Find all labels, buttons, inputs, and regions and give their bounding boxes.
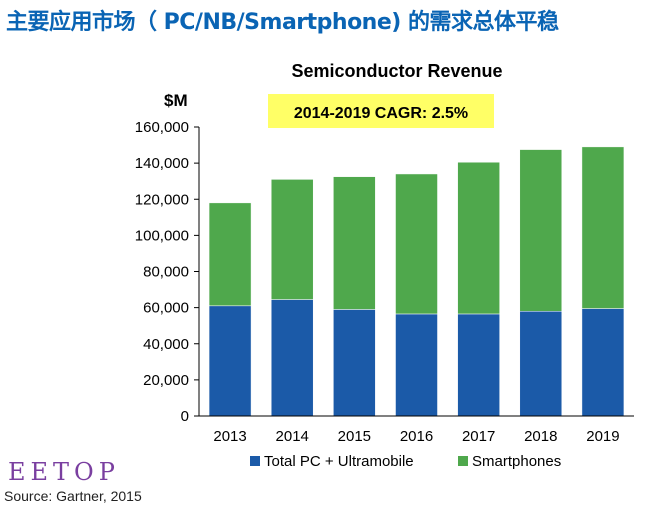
bar-smartphones [333, 176, 376, 310]
source-note: Source: Gartner, 2015 [4, 488, 142, 504]
bar-pc-ultramobile [208, 305, 252, 417]
y-tick-label: 120,000 [135, 191, 189, 208]
y-axis-label: $M [164, 91, 188, 110]
y-tick-label: 20,000 [143, 372, 189, 389]
cagr-annotation-box [268, 94, 494, 128]
y-tick-label: 160,000 [135, 119, 189, 136]
bar-pc-ultramobile [395, 313, 438, 417]
bar-pc-ultramobile [457, 313, 500, 417]
legend-label-smartphones: Smartphones [472, 453, 561, 470]
bar-smartphones [581, 146, 625, 309]
bar-pc-ultramobile [581, 308, 625, 417]
y-tick-label: 0 [181, 408, 189, 425]
x-tick-label: 2016 [400, 428, 433, 445]
eetop-watermark: EETOP [8, 458, 120, 486]
chart-title: Semiconductor Revenue [291, 61, 502, 81]
legend-swatch-smartphones [458, 456, 468, 466]
y-tick-label: 140,000 [135, 155, 189, 172]
legend: Total PC + Ultramobile Smartphones [250, 453, 561, 470]
bar-pc-ultramobile [519, 310, 563, 417]
x-tick-label: 2014 [276, 428, 309, 445]
y-tick-label: 80,000 [143, 264, 189, 281]
y-tick-label: 100,000 [135, 227, 189, 244]
x-tick-label: 2013 [213, 428, 246, 445]
bar-pc-ultramobile [333, 309, 376, 417]
bar-smartphones [270, 179, 314, 300]
bar-pc-ultramobile [270, 299, 314, 417]
x-tick-label: 2018 [524, 428, 557, 445]
x-tick-label: 2015 [338, 428, 371, 445]
x-tick-label: 2017 [462, 428, 495, 445]
y-tick-label: 60,000 [143, 300, 189, 317]
cagr-annotation: 2014-2019 CAGR: 2.5% [294, 105, 468, 122]
x-tick-label: 2019 [586, 428, 619, 445]
slide-title: 主要应用市场（ PC/NB/Smartphone) 的需求总体平稳 [6, 10, 559, 35]
legend-swatch-pc [250, 456, 260, 466]
legend-label-pc: Total PC + Ultramobile [264, 453, 414, 470]
bar-smartphones [519, 149, 563, 312]
y-tick-label: 40,000 [143, 336, 189, 353]
bar-smartphones [395, 173, 438, 315]
bar-smartphones [457, 161, 500, 315]
bar-smartphones [208, 202, 252, 307]
